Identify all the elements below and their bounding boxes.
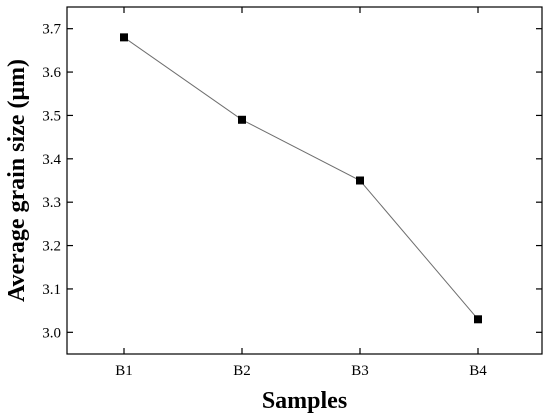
y-tick-label: 3.7 [42, 22, 61, 38]
y-axis-title: Average grain size (μm) [4, 59, 30, 302]
y-tick-label: 3.6 [42, 65, 61, 81]
y-tick-label: 3.1 [42, 282, 61, 298]
y-axis-ticks: 3.0 3.1 3.2 3.3 3.4 3.5 3.6 3.7 [42, 22, 542, 341]
data-point-marker [356, 176, 364, 185]
series-markers [120, 33, 482, 324]
x-tick-label: B1 [115, 363, 133, 379]
x-tick-label: B2 [233, 363, 251, 379]
x-axis-ticks: B1 B2 B3 B4 [115, 7, 487, 379]
y-tick-label: 3.5 [42, 108, 61, 124]
series-line [123, 36, 479, 320]
data-point-marker [474, 315, 482, 324]
x-axis-title: Samples [262, 388, 347, 414]
data-point-marker [238, 115, 246, 124]
x-tick-label: B3 [351, 363, 369, 379]
x-tick-label: B4 [469, 363, 487, 379]
data-point-marker [120, 33, 128, 42]
y-tick-label: 3.2 [42, 239, 61, 255]
y-tick-label: 3.0 [42, 325, 61, 341]
y-tick-label: 3.3 [42, 195, 61, 211]
plot-frame [66, 6, 543, 355]
y-tick-label: 3.4 [42, 152, 61, 168]
